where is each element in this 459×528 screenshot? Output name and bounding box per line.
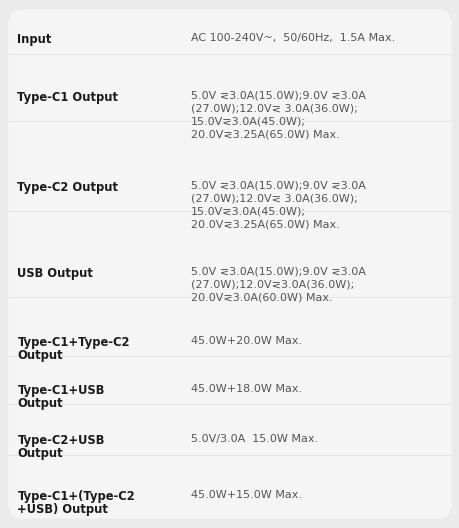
Text: Type-C1+Type-C2: Type-C1+Type-C2 <box>17 336 130 349</box>
Text: Output: Output <box>17 349 63 362</box>
Text: Input: Input <box>17 33 52 46</box>
Text: 15.0V⋜3.0A(45.0W);: 15.0V⋜3.0A(45.0W); <box>190 206 305 216</box>
Text: 20.0V⋜3.0A(60.0W) Max.: 20.0V⋜3.0A(60.0W) Max. <box>190 293 332 303</box>
Text: 5.0V ⋜3.0A(15.0W);9.0V ⋜3.0A: 5.0V ⋜3.0A(15.0W);9.0V ⋜3.0A <box>190 181 365 191</box>
Text: Type-C1+(Type-C2: Type-C1+(Type-C2 <box>17 490 135 503</box>
Text: 20.0V⋜3.25A(65.0W) Max.: 20.0V⋜3.25A(65.0W) Max. <box>190 130 339 139</box>
Text: Type-C2+USB: Type-C2+USB <box>17 434 105 447</box>
Text: AC 100-240V~,  50/60Hz,  1.5A Max.: AC 100-240V~, 50/60Hz, 1.5A Max. <box>190 33 394 43</box>
Text: USB Output: USB Output <box>17 267 93 280</box>
Text: Type-C2 Output: Type-C2 Output <box>17 181 118 194</box>
Text: Output: Output <box>17 397 63 410</box>
FancyBboxPatch shape <box>8 10 451 518</box>
Text: 45.0W+20.0W Max.: 45.0W+20.0W Max. <box>190 336 302 346</box>
Text: 45.0W+15.0W Max.: 45.0W+15.0W Max. <box>190 490 301 500</box>
Text: 15.0V⋜3.0A(45.0W);: 15.0V⋜3.0A(45.0W); <box>190 117 305 127</box>
Text: Type-C1 Output: Type-C1 Output <box>17 91 118 104</box>
Text: Output: Output <box>17 447 63 460</box>
Text: (27.0W);12.0V⋜ 3.0A(36.0W);: (27.0W);12.0V⋜ 3.0A(36.0W); <box>190 103 357 114</box>
Text: 20.0V⋜3.25A(65.0W) Max.: 20.0V⋜3.25A(65.0W) Max. <box>190 220 339 229</box>
Text: (27.0W);12.0V⋜ 3.0A(36.0W);: (27.0W);12.0V⋜ 3.0A(36.0W); <box>190 193 357 203</box>
Text: +USB) Output: +USB) Output <box>17 503 108 516</box>
Text: Type-C1+USB: Type-C1+USB <box>17 384 105 398</box>
Text: (27.0W);12.0V⋜3.0A(36.0W);: (27.0W);12.0V⋜3.0A(36.0W); <box>190 280 353 289</box>
Text: 45.0W+18.0W Max.: 45.0W+18.0W Max. <box>190 384 302 394</box>
Text: 5.0V ⋜3.0A(15.0W);9.0V ⋜3.0A: 5.0V ⋜3.0A(15.0W);9.0V ⋜3.0A <box>190 267 365 277</box>
Text: 5.0V/3.0A  15.0W Max.: 5.0V/3.0A 15.0W Max. <box>190 434 317 444</box>
Text: 5.0V ⋜3.0A(15.0W);9.0V ⋜3.0A: 5.0V ⋜3.0A(15.0W);9.0V ⋜3.0A <box>190 91 365 101</box>
